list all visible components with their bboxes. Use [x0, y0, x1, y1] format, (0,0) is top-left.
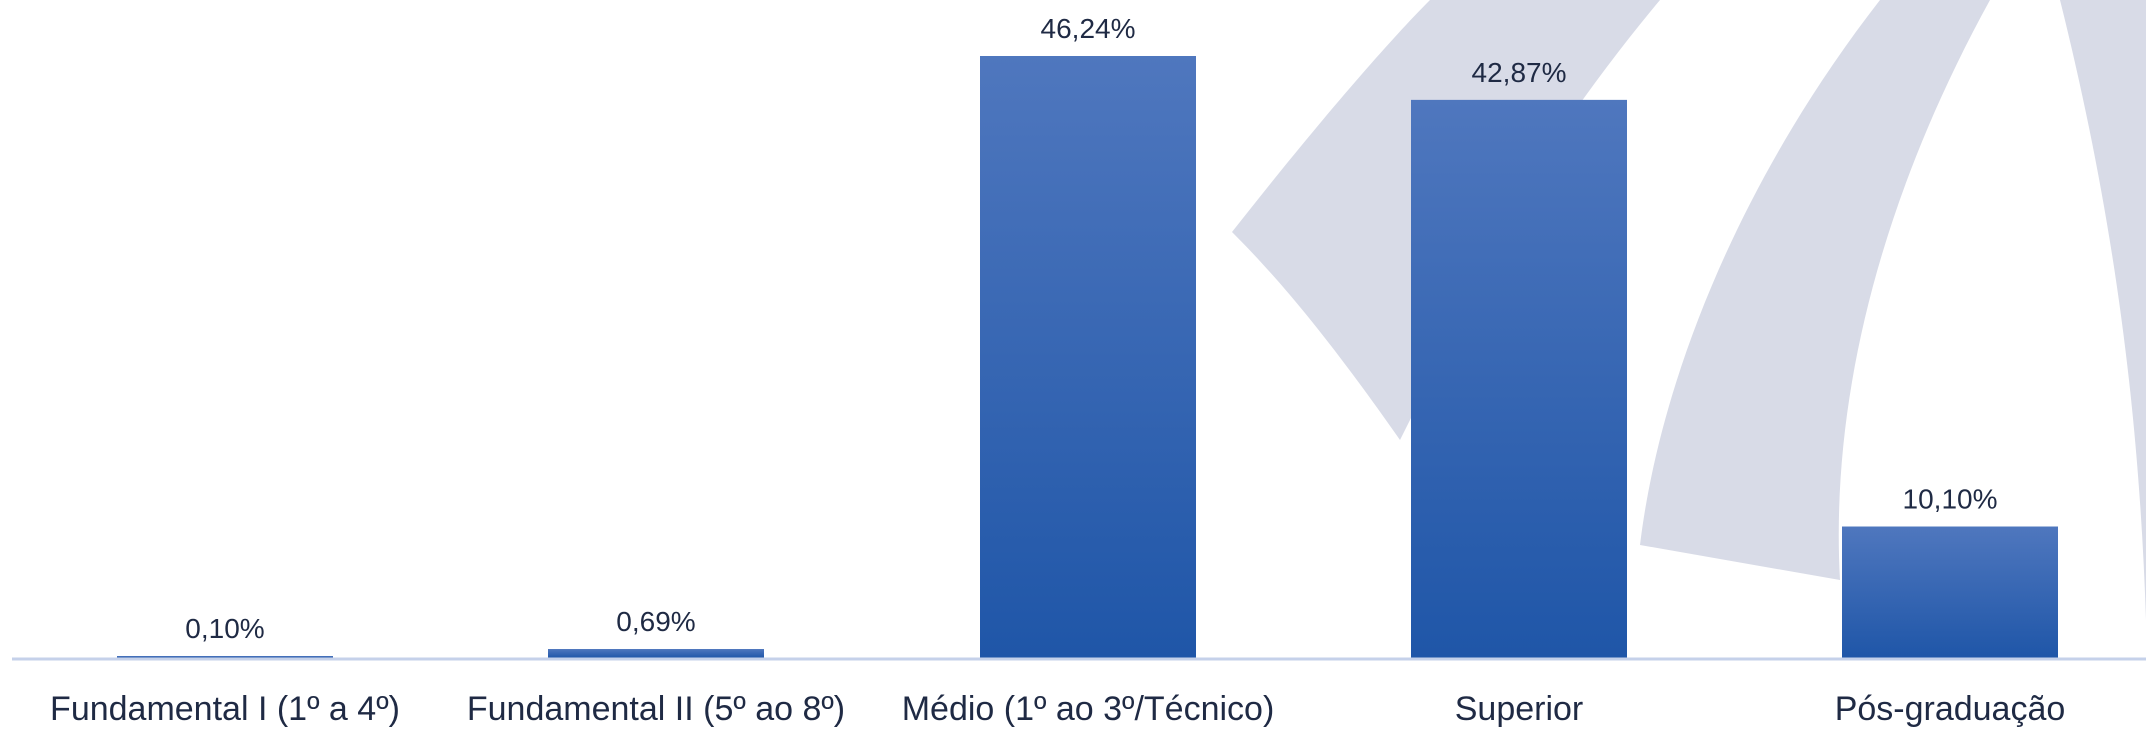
data-label-1: 0,10%	[185, 613, 264, 644]
bar-2	[548, 649, 764, 658]
data-labels-group: 0,10% 0,69% 46,24% 42,87% 10,10%	[185, 13, 1997, 644]
category-label-5: Pós-graduação	[1835, 690, 2066, 728]
category-label-3: Médio (1º ao 3º/Técnico)	[902, 690, 1275, 728]
data-label-5: 10,10%	[1903, 484, 1998, 515]
category-label-4: Superior	[1455, 690, 1584, 728]
category-label-2: Fundamental II (5º ao 8º)	[467, 690, 845, 728]
bar-4	[1411, 99, 1627, 658]
category-label-1: Fundamental I (1º a 4º)	[50, 690, 400, 728]
data-label-3: 46,24%	[1041, 13, 1136, 44]
data-label-4: 42,87%	[1472, 57, 1567, 88]
bars-group	[117, 56, 2058, 658]
bar-3	[980, 56, 1196, 658]
category-labels-group: Fundamental I (1º a 4º) Fundamental II (5…	[50, 690, 2065, 728]
data-label-2: 0,69%	[616, 606, 695, 637]
bar-1	[117, 656, 333, 658]
bar-5	[1842, 526, 2058, 658]
